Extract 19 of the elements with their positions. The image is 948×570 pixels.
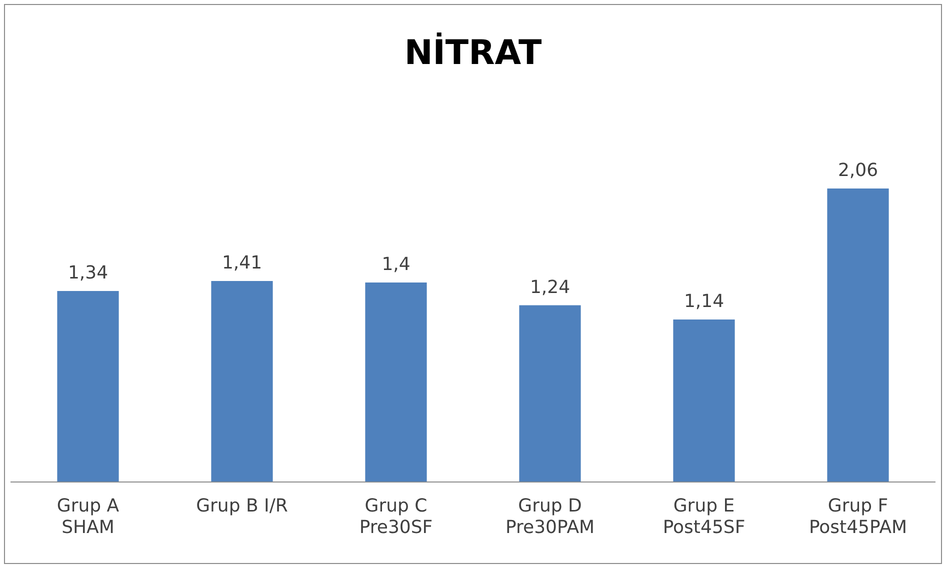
bar xyxy=(211,281,273,482)
x-tick-label: Grup E Post45SF xyxy=(662,495,746,538)
x-tick-label: Grup D Pre30PAM xyxy=(505,495,595,538)
bar xyxy=(519,305,581,482)
x-tick-label: Grup B I/R xyxy=(196,495,288,516)
bar xyxy=(365,282,427,482)
data-label: 1,4 xyxy=(382,254,410,276)
bar xyxy=(673,319,735,482)
x-tick-label: Grup C Pre30SF xyxy=(359,495,433,538)
data-label: 1,41 xyxy=(222,252,262,274)
x-tick-label: Grup A SHAM xyxy=(56,495,120,538)
bar xyxy=(57,290,119,482)
chart-title: NİTRAT xyxy=(404,32,542,74)
data-label: 1,24 xyxy=(530,276,570,298)
bar xyxy=(827,188,889,482)
data-label: 2,06 xyxy=(838,160,878,182)
x-tick-label: Grup F Post45PAM xyxy=(808,495,908,538)
data-label: 1,34 xyxy=(68,262,108,284)
data-label: 1,14 xyxy=(684,291,724,312)
